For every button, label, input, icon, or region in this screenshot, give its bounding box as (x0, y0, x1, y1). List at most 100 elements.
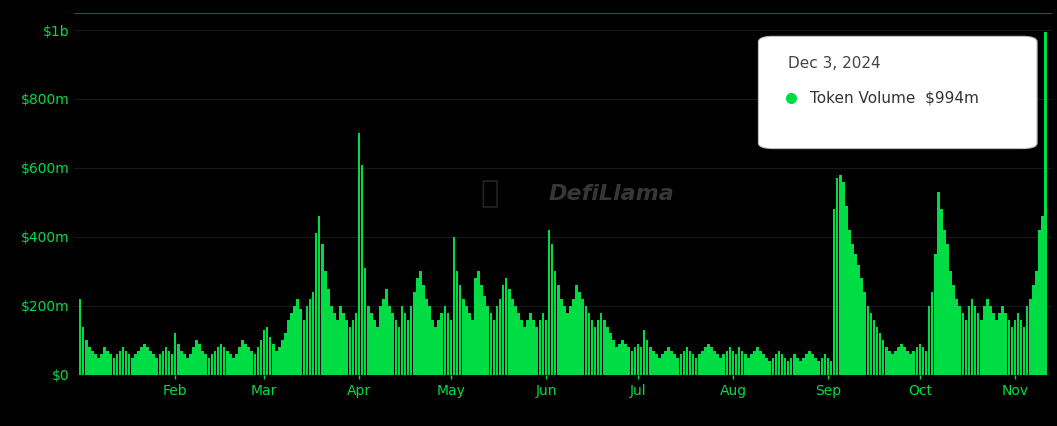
Bar (410, 306, 412, 375)
Bar (275, 351, 278, 375)
Bar (97, 358, 99, 375)
Bar (505, 278, 507, 375)
Bar (802, 358, 804, 375)
Bar (753, 351, 756, 375)
Text: DefiLlama: DefiLlama (549, 184, 674, 204)
Bar (1044, 32, 1046, 375)
Bar (759, 351, 762, 375)
Bar (799, 361, 801, 375)
Bar (728, 347, 731, 375)
Bar (1028, 299, 1032, 375)
Bar (875, 327, 878, 375)
Bar (922, 347, 924, 375)
Bar (965, 320, 967, 375)
Bar (741, 351, 743, 375)
Bar (202, 351, 204, 375)
Bar (581, 299, 585, 375)
Bar (171, 354, 173, 375)
Bar (241, 340, 244, 375)
Bar (756, 347, 759, 375)
Bar (998, 313, 1001, 375)
Bar (809, 351, 811, 375)
Bar (425, 299, 428, 375)
Bar (609, 334, 612, 375)
Bar (223, 347, 225, 375)
Bar (128, 354, 130, 375)
Bar (88, 347, 91, 375)
Bar (851, 244, 854, 375)
Bar (750, 354, 753, 375)
Bar (698, 354, 701, 375)
Bar (526, 320, 528, 375)
Bar (336, 320, 339, 375)
Bar (783, 358, 786, 375)
Bar (379, 306, 382, 375)
Bar (483, 296, 486, 375)
Bar (983, 306, 985, 375)
Bar (388, 306, 391, 375)
Bar (438, 320, 440, 375)
Bar (339, 306, 342, 375)
Bar (772, 358, 774, 375)
Bar (281, 340, 283, 375)
Bar (878, 334, 882, 375)
Bar (357, 133, 360, 375)
Bar (820, 358, 823, 375)
Bar (137, 351, 140, 375)
Bar (1032, 285, 1035, 375)
Bar (370, 313, 373, 375)
Bar (199, 344, 201, 375)
Bar (180, 351, 183, 375)
Bar (238, 347, 241, 375)
Bar (263, 330, 265, 375)
Bar (530, 313, 532, 375)
Bar (1014, 320, 1016, 375)
Bar (444, 306, 446, 375)
Bar (502, 285, 504, 375)
Bar (260, 340, 262, 375)
Bar (786, 361, 790, 375)
Bar (110, 354, 112, 375)
Bar (646, 340, 648, 375)
Bar (284, 334, 286, 375)
Bar (731, 351, 735, 375)
Bar (959, 306, 961, 375)
Bar (352, 320, 354, 375)
Bar (536, 327, 538, 375)
Bar (670, 351, 673, 375)
Bar (541, 313, 544, 375)
Bar (364, 268, 367, 375)
Bar (305, 306, 309, 375)
Bar (1035, 271, 1038, 375)
Bar (257, 347, 259, 375)
Bar (931, 292, 933, 375)
Bar (94, 354, 97, 375)
FancyBboxPatch shape (759, 36, 1037, 149)
Bar (713, 351, 716, 375)
Bar (447, 313, 449, 375)
Bar (419, 271, 422, 375)
Bar (210, 354, 214, 375)
Bar (81, 327, 85, 375)
Bar (207, 358, 210, 375)
Bar (134, 354, 136, 375)
Bar (701, 351, 704, 375)
Bar (149, 351, 152, 375)
Bar (217, 347, 220, 375)
Bar (330, 306, 333, 375)
Bar (689, 351, 691, 375)
Bar (168, 351, 170, 375)
Bar (118, 351, 122, 375)
Bar (1001, 306, 1004, 375)
Bar (159, 354, 161, 375)
Bar (360, 164, 364, 375)
Bar (383, 299, 385, 375)
Bar (680, 354, 682, 375)
Bar (631, 351, 633, 375)
Bar (827, 358, 830, 375)
Bar (934, 254, 937, 375)
Bar (333, 313, 336, 375)
Bar (288, 320, 290, 375)
Bar (244, 344, 247, 375)
Bar (578, 292, 581, 375)
